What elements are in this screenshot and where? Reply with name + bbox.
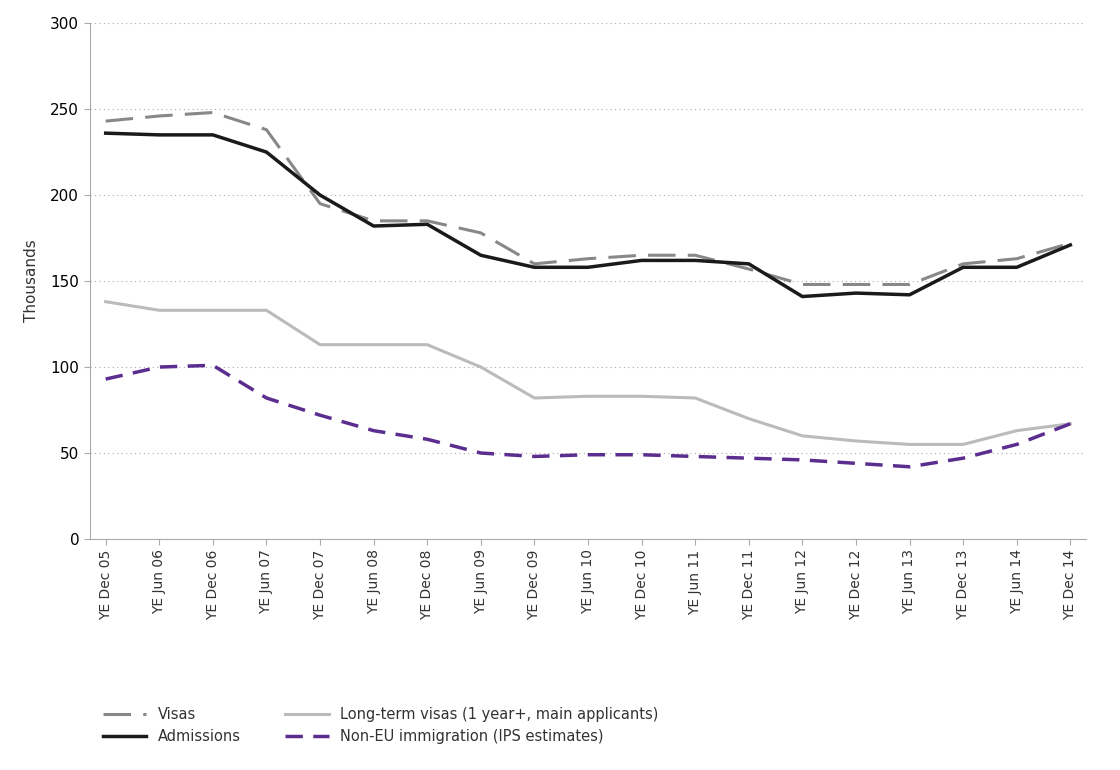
Legend: Visas, Admissions, Long-term visas (1 year+, main applicants), Non-EU immigratio: Visas, Admissions, Long-term visas (1 ye… (97, 701, 664, 750)
Y-axis label: Thousands: Thousands (24, 239, 39, 323)
